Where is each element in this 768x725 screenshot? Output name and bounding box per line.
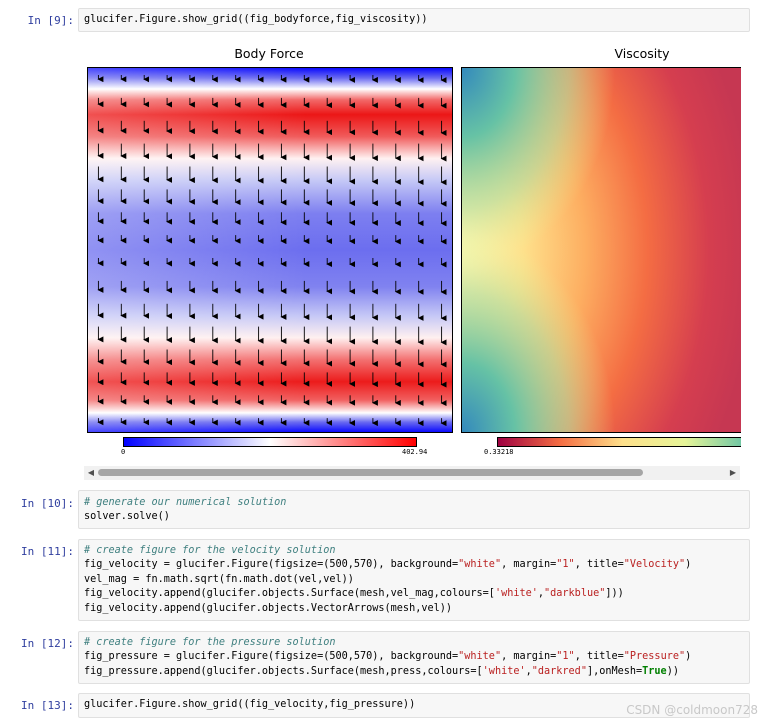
figure-title-viscosity: Viscosity xyxy=(614,46,670,61)
code-token: ])) xyxy=(605,588,624,600)
code-block: glucifer.Figure.show_grid((fig_bodyforce… xyxy=(84,13,427,27)
code-line: glucifer.Figure.show_grid((fig_bodyforce… xyxy=(84,13,427,27)
code-token: fig_pressure.append(glucifer.objects.Sur… xyxy=(84,665,483,677)
code-line: fig_velocity.append(glucifer.objects.Vec… xyxy=(84,602,691,616)
code-token: # create figure for the velocity solutio… xyxy=(84,545,336,556)
code-token: fig_pressure = glucifer.Figure(figsize=(… xyxy=(84,651,459,663)
cell-prompt: In [9]: xyxy=(27,14,74,27)
code-token: "Velocity" xyxy=(623,559,686,571)
code-token: "1" xyxy=(556,651,575,663)
code-token: , xyxy=(537,588,545,600)
viscosity-plot xyxy=(461,67,741,433)
scroll-right-arrow-icon[interactable]: ▶ xyxy=(729,468,737,477)
watermark: CSDN @coldmoon728 xyxy=(626,703,758,717)
code-line: glucifer.Figure.show_grid((fig_velocity,… xyxy=(84,698,415,712)
scrollbar-thumb[interactable] xyxy=(98,469,643,476)
cell-prompt: In [10]: xyxy=(21,497,74,510)
code-token: fig_velocity.append(glucifer.objects.Sur… xyxy=(84,588,495,600)
body-force-frame xyxy=(87,67,453,433)
code-block: # create figure for the pressure solutio… xyxy=(84,636,691,679)
viscosity-low-bottom xyxy=(461,67,741,433)
scroll-left-arrow-icon[interactable]: ◀ xyxy=(87,468,95,477)
code-line: fig_pressure = glucifer.Figure(figsize=(… xyxy=(84,650,691,664)
code-block: glucifer.Figure.show_grid((fig_velocity,… xyxy=(84,698,415,712)
viscosity-frame xyxy=(461,67,741,433)
code-line: # generate our numerical solution xyxy=(84,496,286,510)
code-cell-input[interactable] xyxy=(78,539,750,621)
code-cell-input[interactable] xyxy=(78,631,750,684)
code-token: ) xyxy=(685,651,692,663)
code-cell-input[interactable] xyxy=(78,8,750,32)
code-token: "darkred" xyxy=(531,665,587,677)
code-token: "Pressure" xyxy=(623,651,686,663)
code-line: # create figure for the pressure solutio… xyxy=(84,636,691,650)
code-token: solver.solve() xyxy=(84,511,170,523)
figure-title-body-force: Body Force xyxy=(234,46,304,61)
code-line: vel_mag = fn.math.sqrt(fn.math.dot(vel,v… xyxy=(84,573,691,587)
code-line: solver.solve() xyxy=(84,510,286,524)
code-token: 'white' xyxy=(482,665,526,677)
body-force-shading xyxy=(87,67,453,433)
code-token: "white" xyxy=(458,559,502,571)
code-token: fig_velocity.append(glucifer.objects.Vec… xyxy=(84,602,453,614)
code-token: # create figure for the pressure solutio… xyxy=(84,637,336,648)
body-force-colorbar-min: 0 xyxy=(121,448,126,456)
code-token: fig_velocity = glucifer.Figure(figsize=(… xyxy=(84,559,459,571)
body-force-plot xyxy=(87,67,453,433)
cell-prompt: In [12]: xyxy=(21,637,74,650)
cell-prompt: In [11]: xyxy=(21,545,74,558)
horizontal-scrollbar[interactable]: ◀ ▶ xyxy=(84,466,740,480)
viscosity-colorbar-min: 0.33218 xyxy=(484,448,514,456)
code-token: vel_mag = fn.math.sqrt(fn.math.dot(vel,v… xyxy=(84,573,354,585)
code-token: , title= xyxy=(574,559,624,571)
code-line: # create figure for the velocity solutio… xyxy=(84,544,691,558)
code-block: # generate our numerical solution solver.… xyxy=(84,496,286,525)
body-force-colorbar xyxy=(123,437,417,447)
code-token: "white" xyxy=(458,651,502,663)
code-token: , title= xyxy=(574,651,624,663)
code-line: fig_velocity.append(glucifer.objects.Sur… xyxy=(84,587,691,601)
code-token: "darkblue" xyxy=(544,588,606,600)
code-line: fig_pressure.append(glucifer.objects.Sur… xyxy=(84,665,691,679)
code-token: 'white' xyxy=(494,588,538,600)
code-token: glucifer.Figure.show_grid((fig_bodyforce… xyxy=(84,14,428,25)
code-line: fig_velocity = glucifer.Figure(figsize=(… xyxy=(84,558,691,572)
code-cell-input[interactable] xyxy=(78,693,750,718)
body-force-vector-arrows xyxy=(97,75,447,427)
body-force-colorbar-max: 402.94 xyxy=(402,448,428,456)
code-token: "1" xyxy=(556,559,575,571)
code-token: glucifer.Figure.show_grid((fig_velocity,… xyxy=(84,699,416,710)
code-token: True xyxy=(642,665,667,677)
code-token: )) xyxy=(666,665,679,677)
code-token: , xyxy=(525,665,532,677)
code-cell-input[interactable] xyxy=(78,490,750,529)
code-token: , margin= xyxy=(501,651,557,663)
cell-prompt: In [13]: xyxy=(21,699,74,712)
code-token: ],onMesh= xyxy=(586,665,643,677)
code-token: # generate our numerical solution xyxy=(84,497,287,508)
code-block: # create figure for the velocity solutio… xyxy=(84,544,691,616)
viscosity-colorbar xyxy=(497,437,741,447)
code-token: ) xyxy=(685,559,692,571)
code-token: , margin= xyxy=(501,559,557,571)
